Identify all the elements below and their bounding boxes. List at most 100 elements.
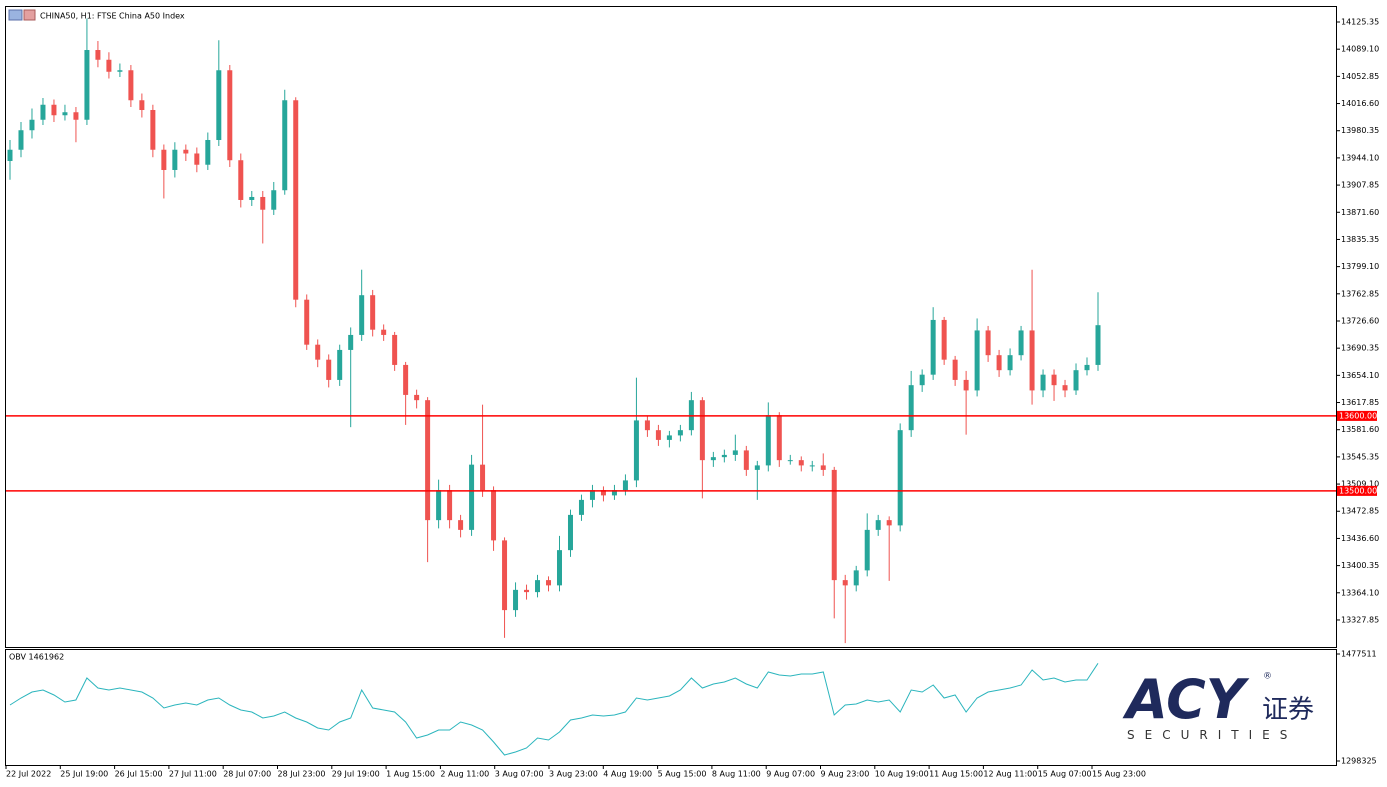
candle-body (95, 50, 101, 60)
candle-body (62, 112, 68, 116)
candle-body (271, 190, 277, 210)
y-tick-label: 13617.85 (1341, 398, 1379, 407)
candle-body (930, 319, 936, 375)
x-tick-label: 25 Jul 19:00 (60, 770, 108, 779)
candle-body (227, 70, 233, 161)
candle-body (556, 550, 562, 586)
price-panel (5, 6, 1337, 648)
y-tick-label: 13871.60 (1341, 208, 1379, 217)
candle-body (754, 465, 760, 470)
candle-body (776, 415, 782, 461)
candle-body (743, 450, 749, 470)
y-tick-label: 13907.85 (1341, 181, 1379, 190)
candle-body (677, 430, 683, 436)
candle-body (644, 420, 650, 431)
candle-body (919, 374, 925, 386)
candle-body (469, 464, 475, 530)
candle-body (337, 349, 343, 380)
candle-body (436, 490, 442, 521)
x-tick-label: 1 Aug 15:00 (386, 770, 435, 779)
y-tick-label: 13327.85 (1341, 615, 1379, 624)
logo-mark: ® (1263, 672, 1272, 682)
x-tick-label: 9 Aug 23:00 (821, 770, 870, 779)
candle-body (886, 520, 892, 526)
y-tick-label: 13364.10 (1341, 588, 1379, 597)
candle-body (666, 435, 672, 440)
candle-body (249, 196, 255, 200)
candle-body (1029, 330, 1035, 391)
candle-body (974, 330, 980, 391)
candle-body (216, 70, 222, 140)
y-tick-label: 13944.10 (1341, 153, 1379, 162)
y-tick-label: 14016.60 (1341, 99, 1379, 108)
candle-body (721, 454, 727, 458)
candle-body (425, 400, 431, 521)
candle-body (7, 149, 13, 161)
y-tick-label: 13400.35 (1341, 561, 1379, 570)
candle-body (809, 465, 815, 467)
x-tick-label: 11 Aug 15:00 (929, 770, 983, 779)
x-tick-label: 4 Aug 19:00 (603, 770, 652, 779)
obv-tick-label: 1298325 (1341, 757, 1377, 766)
candle-body (326, 359, 332, 380)
y-tick-label: 13509.10 (1341, 480, 1379, 489)
candle-body (414, 394, 420, 401)
candle-body (589, 490, 595, 500)
candle-body (73, 112, 79, 120)
candle-body (864, 529, 870, 571)
candle-body (1040, 374, 1046, 391)
x-tick-label: 3 Aug 07:00 (495, 770, 544, 779)
candle-body (655, 430, 661, 440)
candle-body (853, 570, 859, 586)
level-label: 13500.00 (1339, 486, 1377, 495)
candle-body (447, 490, 453, 521)
symbol-icon (23, 9, 36, 21)
candle-body (502, 540, 508, 611)
y-tick-label: 14052.85 (1341, 72, 1379, 81)
candle-body (732, 450, 738, 455)
y-tick-label: 13980.35 (1341, 126, 1379, 135)
candle-body (304, 299, 310, 345)
candle-body (139, 100, 145, 110)
y-tick-label: 13690.35 (1341, 344, 1379, 353)
x-tick-label: 29 Jul 19:00 (332, 770, 380, 779)
candle-body (1084, 364, 1090, 371)
candle-body (458, 520, 464, 530)
candle-body (238, 160, 244, 200)
candle-body (172, 149, 178, 170)
candle-body (1062, 385, 1068, 391)
candle-body (908, 385, 914, 431)
candle-body (491, 490, 497, 541)
candle-body (535, 580, 541, 593)
candle-body (1018, 330, 1024, 356)
x-tick-label: 12 Aug 11:00 (983, 770, 1037, 779)
candle-body (567, 514, 573, 551)
y-tick-label: 13654.10 (1341, 371, 1379, 380)
candle-body (161, 149, 167, 170)
x-tick-label: 27 Jul 11:00 (169, 770, 217, 779)
candle-body (611, 490, 617, 496)
obv-line (9, 663, 1099, 756)
x-tick-label: 15 Aug 07:00 (1038, 770, 1092, 779)
y-tick-label: 13472.85 (1341, 507, 1379, 516)
candle-body (51, 104, 57, 116)
candle-body (985, 330, 991, 356)
x-tick-label: 5 Aug 15:00 (658, 770, 707, 779)
candle-body (1007, 355, 1013, 371)
candle-body (963, 379, 969, 391)
candle-body (480, 464, 486, 491)
x-tick-label: 3 Aug 23:00 (549, 770, 598, 779)
x-tick-label: 26 Jul 15:00 (115, 770, 163, 779)
candle-body (370, 295, 376, 330)
candle-body (282, 100, 288, 191)
candle-body (84, 50, 90, 120)
candle-body (798, 460, 804, 466)
candle-body (600, 490, 606, 496)
y-tick-label: 14125.35 (1341, 18, 1379, 27)
candle-body (524, 589, 530, 593)
candle-body (128, 70, 134, 101)
candle-body (183, 149, 189, 154)
candle-body (622, 480, 628, 491)
candle-body (952, 359, 958, 380)
